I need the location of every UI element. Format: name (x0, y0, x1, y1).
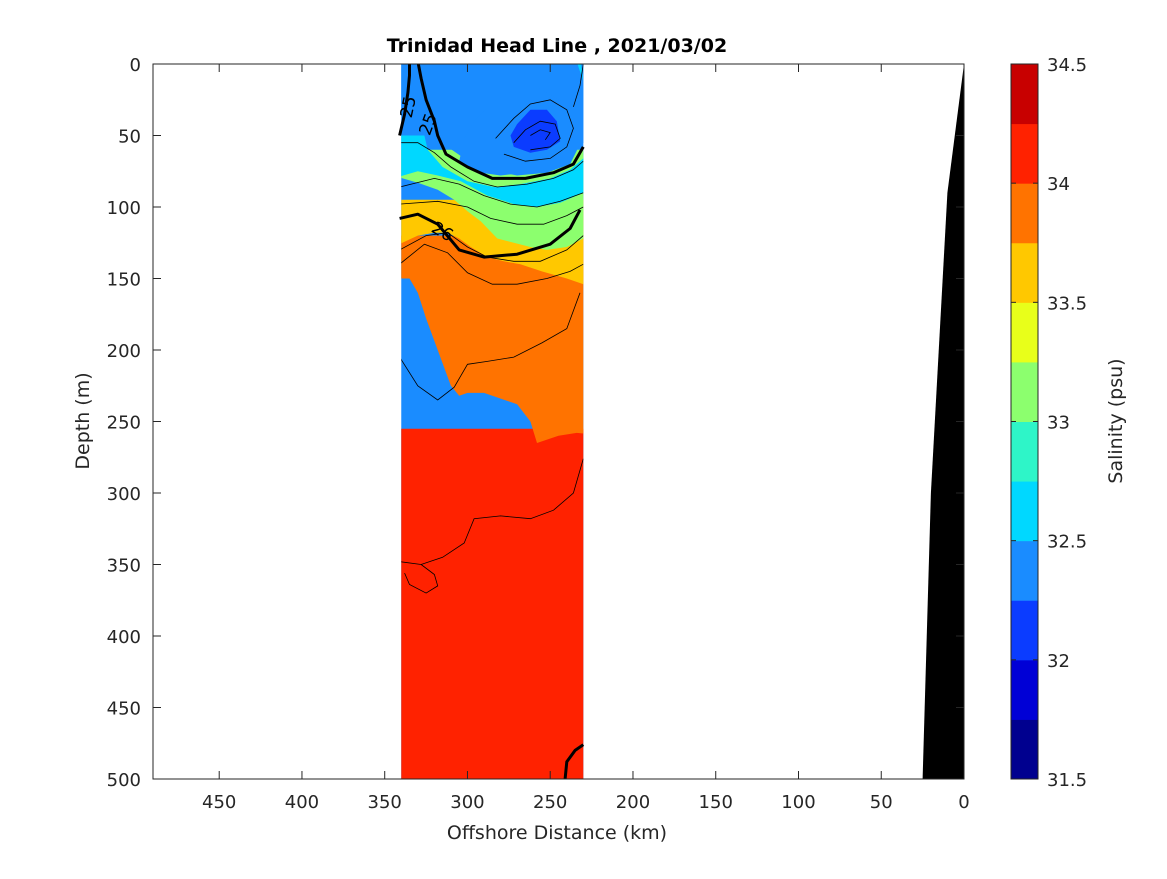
colorbar-swatch (1011, 361, 1038, 422)
y-tick-label: 300 (107, 484, 141, 505)
x-tick-label: 200 (616, 792, 650, 813)
x-tick-label: 0 (958, 792, 969, 813)
y-tick-label: 150 (107, 270, 141, 291)
y-tick-label: 450 (107, 699, 141, 720)
x-tick-label: 400 (285, 792, 319, 813)
salinity-contour (401, 200, 584, 225)
colorbar-tick-label: 31.5 (1047, 770, 1087, 791)
salinity-fill-layer (401, 64, 584, 779)
density-contour-lines (398, 64, 585, 779)
colorbar-swatch (1011, 659, 1038, 720)
colorbar-label: Salinity (psu) (1105, 358, 1127, 483)
x-tick-label: 100 (781, 792, 815, 813)
y-tick-label: 400 (107, 627, 141, 648)
salinity-contour (401, 142, 584, 188)
colorbar: 31.5 32 32.5 33 33.5 34 34.5 (1010, 55, 1087, 791)
y-tick-label: 350 (107, 556, 141, 577)
colorbar-tick-label: 33 (1047, 413, 1070, 434)
x-axis-label: Offshore Distance (km) (447, 822, 667, 844)
colorbar-swatch (1011, 64, 1038, 125)
colorbar-tick-label: 34 (1047, 174, 1070, 195)
contour-label: 25 (397, 94, 421, 119)
colorbar-swatch (1011, 183, 1038, 244)
density-contour (399, 209, 582, 259)
colorbar-tick-label: 33.5 (1047, 293, 1087, 314)
density-contour (563, 743, 585, 779)
salinity-contour (573, 64, 584, 108)
density-contour (398, 64, 411, 136)
salinity-zone (401, 135, 584, 207)
salinity-zone (510, 109, 561, 153)
colorbar-swatch (1011, 123, 1038, 184)
y-tick-label: 0 (130, 55, 141, 76)
x-tick-label: 250 (533, 792, 567, 813)
x-tick-label: 150 (699, 792, 733, 813)
colorbar-swatch (1011, 719, 1038, 780)
colorbar-tick-label: 32.5 (1047, 532, 1087, 553)
colorbar-swatch (1011, 302, 1038, 363)
salinity-contour (401, 177, 584, 208)
salinity-contour (513, 120, 561, 151)
y-tick-label: 50 (118, 127, 141, 148)
colorbar-swatch (1011, 600, 1038, 661)
colorbar-tick-label: 32 (1047, 651, 1070, 672)
salinity-contour (401, 458, 584, 565)
y-axis-label: Depth (m) (72, 372, 94, 469)
colorbar-swatch (1011, 481, 1038, 542)
y-tick-label: 100 (107, 198, 141, 219)
salinity-contour (404, 564, 439, 594)
salinity-zone (401, 235, 584, 443)
colorbar-tick-label: 34.5 (1047, 55, 1087, 76)
salinity-zone (577, 64, 584, 82)
x-tick-label: 50 (870, 792, 893, 813)
y-tick-label: 250 (107, 413, 141, 434)
chart-title: Trinidad Head Line , 2021/03/02 (387, 35, 727, 57)
y-tick-label: 200 (107, 341, 141, 362)
x-tick-label: 300 (450, 792, 484, 813)
colorbar-swatch (1011, 242, 1038, 303)
colorbar-swatch (1011, 540, 1038, 601)
x-axis: 450 400 350 300 250 200 150 100 50 0 (202, 64, 970, 813)
colorbar-swatch (1011, 421, 1038, 482)
x-tick-label: 350 (368, 792, 402, 813)
salinity-contour (401, 292, 581, 401)
salinity-contour (495, 99, 574, 162)
x-tick-label: 450 (202, 792, 236, 813)
y-tick-label: 500 (107, 770, 141, 791)
salinity-contour (401, 243, 584, 285)
salinity-contour (530, 129, 551, 141)
bathymetry-shape (922, 64, 964, 779)
density-contour (416, 64, 585, 180)
y-axis: 0 50 100 150 200 250 300 350 400 450 500 (107, 55, 964, 791)
bathymetry-layer (922, 64, 964, 779)
